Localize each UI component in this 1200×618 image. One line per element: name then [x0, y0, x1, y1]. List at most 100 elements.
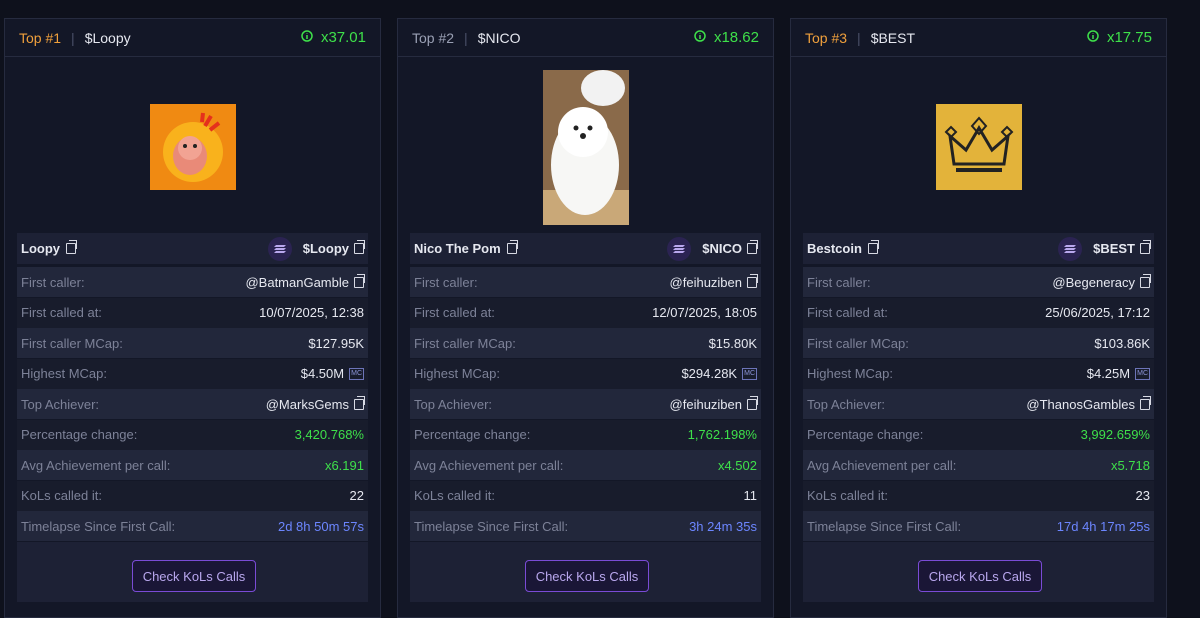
- value-text: 17d 4h 17m 25s: [1056, 518, 1150, 534]
- detail-row: Highest MCap: $294.28K MC: [410, 358, 761, 389]
- name-row: Nico The Pom $NICO: [410, 233, 761, 264]
- row-label: First caller MCap:: [21, 335, 123, 351]
- value-text: 11: [743, 488, 758, 503]
- row-label: Highest MCap:: [414, 366, 500, 381]
- copy-icon[interactable]: [506, 240, 518, 254]
- row-label: Top Achiever:: [414, 396, 493, 412]
- copy-icon[interactable]: [1140, 395, 1151, 410]
- token-name: Bestcoin: [807, 241, 862, 256]
- row-label: First called at:: [414, 305, 495, 320]
- copy-icon[interactable]: [867, 240, 879, 254]
- row-label: First caller MCap:: [414, 335, 516, 351]
- copy-icon[interactable]: [1140, 273, 1151, 288]
- row-value: @Begeneracy: [1052, 273, 1151, 290]
- row-value: $294.28K MC: [681, 366, 757, 381]
- value-text: $127.95K: [308, 335, 364, 351]
- row-label: Timelapse Since First Call:: [21, 518, 176, 534]
- detail-row: First caller: @feihuziben: [410, 267, 761, 297]
- row-value: 1,762.198%: [688, 427, 757, 442]
- value-text: 1,762.198%: [687, 427, 757, 442]
- detail-row: First called at: 25/06/2025, 17:12: [803, 297, 1154, 328]
- row-value: x4.502: [718, 458, 757, 473]
- copy-icon[interactable]: [354, 240, 365, 254]
- row-label: First called at:: [21, 305, 102, 320]
- row-label: KoLs called it:: [21, 488, 102, 503]
- value-text: 10/07/2025, 12:38: [259, 305, 364, 320]
- row-label: Avg Achievement per call:: [414, 457, 564, 473]
- detail-row: Top Achiever: @ThanosGambles: [803, 389, 1154, 419]
- row-label: Highest MCap:: [807, 366, 893, 381]
- badge: MC: [1135, 367, 1150, 380]
- detail-row: First caller MCap: $127.95K: [17, 328, 368, 358]
- copy-icon[interactable]: [1140, 240, 1151, 254]
- detail-row: First caller: @BatmanGamble: [17, 267, 368, 297]
- row-label: First caller:: [21, 274, 85, 290]
- divider: |: [857, 29, 861, 46]
- details: Loopy $Loopy First caller: @BatmanGamble Fir…: [17, 233, 368, 602]
- row-value: $103.86K: [1094, 336, 1150, 351]
- detail-row: First called at: 10/07/2025, 12:38: [17, 297, 368, 328]
- detail-row: Percentage change: 3,420.768%: [17, 419, 368, 450]
- value-text: 3,420.768%: [294, 427, 364, 442]
- row-value: 22: [350, 488, 364, 503]
- card-header: Top #1 | $Loopy x37.01: [5, 19, 380, 57]
- copy-icon[interactable]: [354, 395, 365, 410]
- token-image: [791, 62, 1166, 232]
- value-text: 23: [1135, 488, 1150, 503]
- symbol-text: $BEST: [1093, 241, 1135, 256]
- multiplier-value: x17.75: [1106, 29, 1152, 46]
- detail-row: Top Achiever: @MarksGems: [17, 389, 368, 419]
- value-text: 2d 8h 50m 57s: [277, 518, 364, 534]
- check-button[interactable]: Check KoLs Calls: [525, 560, 649, 592]
- token-name: Nico The Pom: [414, 241, 501, 256]
- card-footer: Check KoLs Calls: [17, 542, 368, 602]
- row-value: @feihuziben: [670, 395, 758, 412]
- detail-row: Avg Achievement per call: x6.191: [17, 450, 368, 480]
- copy-icon[interactable]: [66, 240, 77, 254]
- row-label: Top Achiever:: [807, 396, 886, 412]
- card-footer: Check KoLs Calls: [410, 542, 761, 602]
- chain-icon: [667, 236, 692, 261]
- detail-row: KoLs called it: 22: [17, 480, 368, 511]
- copy-icon[interactable]: [747, 395, 758, 410]
- value-text: 12/07/2025, 18:05: [652, 305, 757, 320]
- chain-icon: [1058, 236, 1083, 261]
- multiplier-value: x37.01: [320, 29, 366, 46]
- ticker: $BEST: [870, 29, 916, 46]
- token-card: Top #1 | $Loopy x37.01 Loopy $Loopy First call…: [4, 18, 381, 618]
- row-value: x5.718: [1111, 458, 1150, 473]
- detail-row: Percentage change: 3,992.659%: [803, 419, 1154, 450]
- check-button[interactable]: Check KoLs Calls: [132, 560, 256, 592]
- token-image: [5, 62, 380, 232]
- name-row: Bestcoin $BEST: [803, 233, 1154, 264]
- card-header: Top #3 | $BEST x17.75: [791, 19, 1166, 57]
- value-text: @MarksGems: [265, 396, 349, 412]
- row-label: First called at:: [807, 305, 888, 320]
- detail-row: First caller MCap: $103.86K: [803, 328, 1154, 358]
- row-label: Highest MCap:: [21, 366, 107, 381]
- row-value: 3,420.768%: [295, 427, 364, 442]
- token-name: Loopy: [21, 241, 60, 256]
- rank: Top #1: [19, 29, 62, 46]
- detail-row: KoLs called it: 11: [410, 480, 761, 511]
- divider: |: [464, 29, 468, 46]
- detail-row: First caller MCap: $15.80K: [410, 328, 761, 358]
- check-button[interactable]: Check KoLs Calls: [918, 560, 1042, 592]
- row-label: Percentage change:: [21, 427, 138, 442]
- copy-icon[interactable]: [354, 273, 365, 288]
- row-value: 10/07/2025, 12:38: [259, 305, 364, 320]
- detail-row: Percentage change: 1,762.198%: [410, 419, 761, 450]
- info-icon: [694, 29, 706, 46]
- ticker: $NICO: [477, 29, 521, 46]
- row-value: 17d 4h 17m 25s: [1057, 519, 1150, 534]
- detail-row: Avg Achievement per call: x5.718: [803, 450, 1154, 480]
- name-row: Loopy $Loopy: [17, 233, 368, 264]
- copy-icon[interactable]: [747, 273, 758, 288]
- row-value: 2d 8h 50m 57s: [278, 519, 364, 534]
- detail-row: KoLs called it: 23: [803, 480, 1154, 511]
- info-icon: [301, 29, 313, 46]
- value-text: @Begeneracy: [1052, 274, 1135, 290]
- copy-icon[interactable]: [747, 240, 758, 254]
- row-label: Avg Achievement per call:: [807, 457, 957, 473]
- row-value: $4.25M MC: [1087, 366, 1150, 381]
